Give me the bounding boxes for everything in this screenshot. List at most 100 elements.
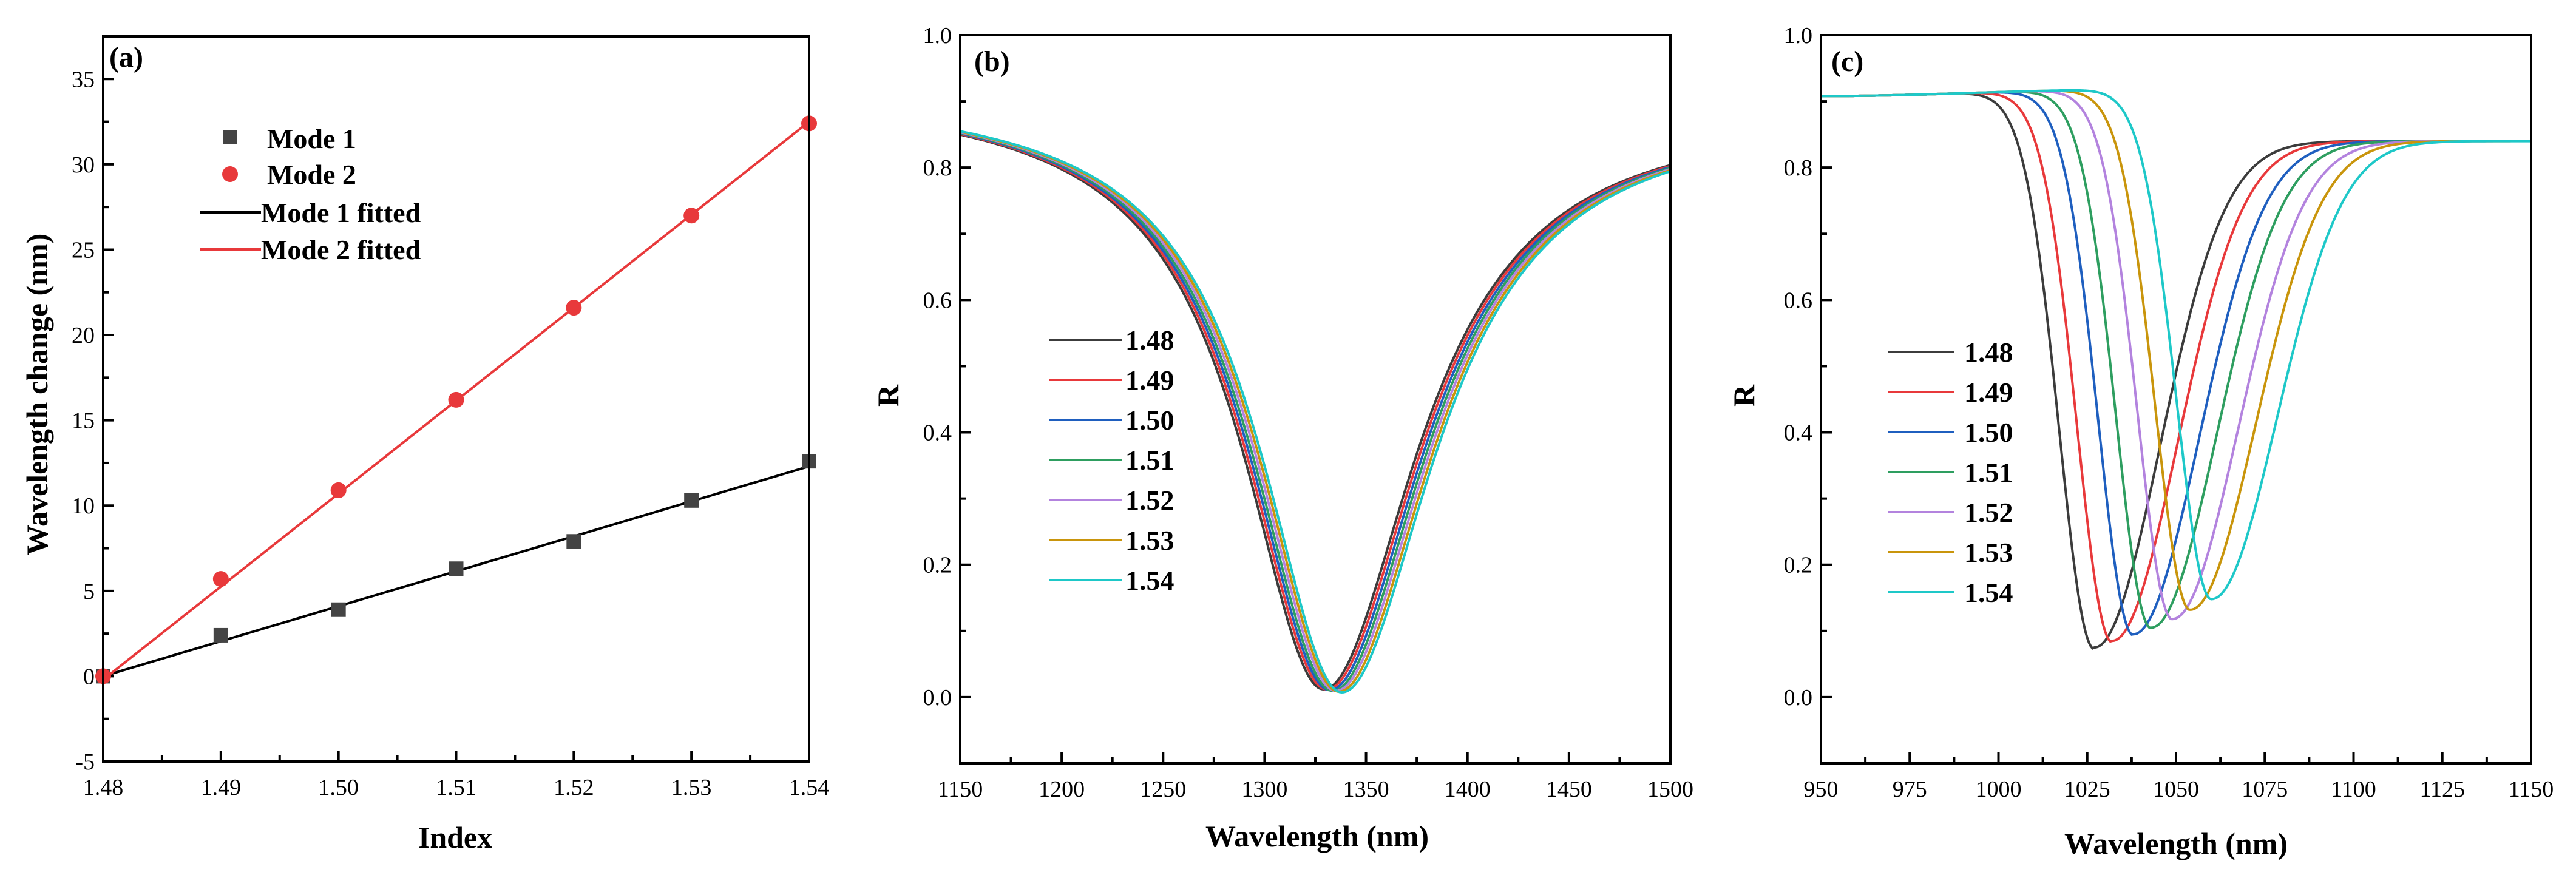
curve-1-52 — [960, 131, 1671, 692]
x-tick-label: 1000 — [1976, 777, 2022, 802]
point-mode-1 — [449, 561, 464, 576]
point-mode-2 — [683, 208, 700, 224]
curve-1-51 — [1821, 90, 2531, 629]
panel-c-frame — [1820, 34, 2532, 765]
y-tick-label: 0.0 — [923, 685, 952, 711]
legend-marker-mode-1 — [223, 130, 237, 144]
panel-a-label: (a) — [109, 41, 143, 73]
y-tick-label: 0.8 — [923, 155, 952, 181]
legend-label-1-54: 1.54 — [1125, 565, 1174, 596]
point-mode-1 — [213, 627, 228, 643]
panel-c: (c) R Wavelength (nm) 950 975 1000 1025 1050… — [1727, 23, 2554, 860]
panel-a-ylabel: Wavelength change (nm) — [20, 234, 54, 556]
y-tick-label: 0 — [83, 664, 95, 689]
y-tick-label: 1.0 — [923, 23, 952, 49]
y-tick-label: 1.0 — [1784, 23, 1813, 49]
legend-label-mode-1-fitted: Mode 1 fitted — [261, 197, 421, 228]
legend-label-1-53: 1.53 — [1964, 537, 2013, 568]
y-tick-label: 0.2 — [1784, 553, 1813, 578]
panel-c-xlabel: Wavelength (nm) — [2064, 826, 2288, 860]
y-tick-label: 0.0 — [1784, 685, 1813, 711]
legend-label-1-53: 1.53 — [1125, 525, 1174, 556]
x-tick-label: 1.51 — [436, 775, 476, 800]
panel-a-legend: Mode 1 Mode 2 Mode 1 fitted Mode 2 fitte… — [200, 123, 421, 265]
y-tick-label: 20 — [72, 323, 95, 348]
x-tick-label: 1.52 — [554, 775, 594, 800]
legend-label-1-52: 1.52 — [1964, 497, 2013, 528]
panel-c-ylabel: R — [1727, 384, 1761, 407]
legend-label-1-51: 1.51 — [1125, 445, 1174, 476]
panel-b: (b) R Wavelength (nm) 1150 1200 1250 1300 13… — [871, 23, 1693, 853]
panel-c-legend: 1.48 1.49 1.50 1.51 1.52 1.53 1.54 — [1888, 337, 2013, 608]
panel-a-y-ticks: -5 0 5 10 15 20 25 30 35 — [72, 67, 114, 775]
y-tick-label: 0.4 — [1784, 420, 1813, 446]
y-tick-label: 10 — [72, 493, 95, 519]
legend-label-1-50: 1.50 — [1125, 405, 1174, 436]
point-mode-2 — [330, 482, 347, 498]
y-tick-label: -5 — [75, 749, 95, 775]
curve-1-54 — [960, 130, 1671, 694]
legend-label-mode-2: Mode 2 — [267, 159, 356, 190]
x-tick-label: 1300 — [1241, 777, 1287, 802]
x-tick-label: 1125 — [2419, 777, 2465, 802]
y-tick-label: 0.8 — [1784, 155, 1813, 181]
legend-label-1-50: 1.50 — [1964, 417, 2013, 448]
curve-1-51 — [960, 132, 1671, 692]
point-mode-2 — [212, 571, 229, 587]
x-tick-label: 975 — [1893, 777, 1927, 802]
panel-a-x-ticks: 1.48 1.49 1.50 1.51 1.52 1.53 1.54 — [83, 751, 830, 800]
x-tick-label: 1.49 — [201, 775, 242, 800]
y-tick-label: 15 — [72, 408, 95, 434]
point-mode-1 — [331, 602, 346, 617]
panel-a-frame — [102, 35, 810, 763]
panel-b-ylabel: R — [871, 384, 905, 407]
curve-1-48 — [960, 133, 1671, 691]
legend-label-1-49: 1.49 — [1125, 365, 1174, 396]
panel-b-y-ticks: 0.0 0.2 0.4 0.6 0.8 1.0 — [923, 23, 971, 711]
panel-b-xlabel: Wavelength (nm) — [1205, 819, 1429, 853]
x-tick-label: 1.53 — [671, 775, 712, 800]
panel-c-label: (c) — [1831, 46, 1863, 78]
y-tick-label: 0.2 — [923, 553, 952, 578]
legend-label-mode-1: Mode 1 — [267, 123, 356, 154]
x-tick-label: 1.54 — [789, 775, 830, 800]
x-tick-label: 1250 — [1140, 777, 1186, 802]
legend-label-1-54: 1.54 — [1964, 577, 2013, 608]
x-tick-label: 1200 — [1039, 777, 1085, 802]
panel-b-legend: 1.48 1.49 1.50 1.51 1.52 1.53 1.54 — [1049, 325, 1174, 596]
panel-a-xlabel: Index — [418, 820, 492, 854]
x-tick-label: 1350 — [1343, 777, 1389, 802]
y-tick-label: 30 — [72, 152, 95, 178]
legend-label-1-48: 1.48 — [1125, 325, 1174, 356]
x-tick-label: 1025 — [2064, 777, 2110, 802]
x-tick-label: 1100 — [2331, 777, 2376, 802]
y-tick-label: 0.4 — [923, 420, 952, 446]
y-tick-label: 35 — [72, 67, 95, 92]
point-mode-2 — [448, 391, 464, 408]
curve-1-53 — [1821, 89, 2531, 611]
panel-c-curves — [1821, 89, 2531, 650]
point-mode-2 — [566, 300, 582, 316]
curve-1-53 — [960, 130, 1671, 693]
x-tick-label: 1050 — [2153, 777, 2199, 802]
panel-b-x-ticks: 1150 1200 1250 1300 1350 1400 1450 1500 — [938, 752, 1693, 802]
point-mode-1 — [684, 493, 699, 508]
panel-b-frame — [959, 34, 1672, 765]
x-tick-label: 1.50 — [318, 775, 359, 800]
panel-a-points — [95, 115, 817, 684]
x-tick-label: 1.48 — [83, 775, 124, 800]
curve-1-49 — [960, 132, 1671, 691]
legend-marker-mode-2 — [222, 166, 238, 182]
x-tick-label: 1500 — [1647, 777, 1693, 802]
y-tick-label: 5 — [83, 579, 95, 604]
panel-a: (a) Wavelength change (nm) Index 1.48 1.4… — [20, 35, 830, 854]
x-tick-label: 1150 — [938, 777, 983, 802]
y-tick-label: 25 — [72, 237, 95, 263]
y-tick-label: 0.6 — [1784, 288, 1813, 313]
curve-1-50 — [960, 132, 1671, 692]
x-tick-label: 1450 — [1546, 777, 1592, 802]
x-tick-label: 1400 — [1445, 777, 1491, 802]
panel-b-label: (b) — [974, 46, 1010, 78]
legend-label-1-52: 1.52 — [1125, 485, 1174, 516]
